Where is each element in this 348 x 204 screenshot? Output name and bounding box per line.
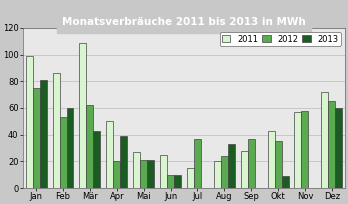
- Bar: [321, 92, 328, 188]
- Bar: [167, 175, 174, 188]
- Bar: [174, 175, 181, 188]
- Bar: [160, 155, 167, 188]
- Title: Monatsverbräuche 2011 bis 2013 in MWh: Monatsverbräuche 2011 bis 2013 in MWh: [62, 17, 306, 27]
- Bar: [66, 108, 73, 188]
- Bar: [140, 160, 147, 188]
- Bar: [228, 144, 235, 188]
- Bar: [93, 131, 100, 188]
- Bar: [40, 80, 47, 188]
- Bar: [79, 42, 86, 188]
- Bar: [248, 139, 255, 188]
- Bar: [60, 117, 66, 188]
- Bar: [106, 121, 113, 188]
- Bar: [221, 156, 228, 188]
- Bar: [301, 111, 308, 188]
- Bar: [53, 73, 60, 188]
- Bar: [241, 151, 248, 188]
- Bar: [275, 141, 282, 188]
- Bar: [268, 131, 275, 188]
- Bar: [335, 108, 342, 188]
- Bar: [294, 112, 301, 188]
- Bar: [86, 105, 93, 188]
- Bar: [187, 168, 194, 188]
- Bar: [113, 161, 120, 188]
- Bar: [214, 161, 221, 188]
- Legend: 2011, 2012, 2013: 2011, 2012, 2013: [220, 32, 341, 46]
- Bar: [147, 160, 154, 188]
- Bar: [120, 136, 127, 188]
- Bar: [194, 139, 201, 188]
- Bar: [282, 176, 288, 188]
- Bar: [328, 101, 335, 188]
- Bar: [33, 88, 40, 188]
- Bar: [26, 56, 33, 188]
- Bar: [133, 152, 140, 188]
